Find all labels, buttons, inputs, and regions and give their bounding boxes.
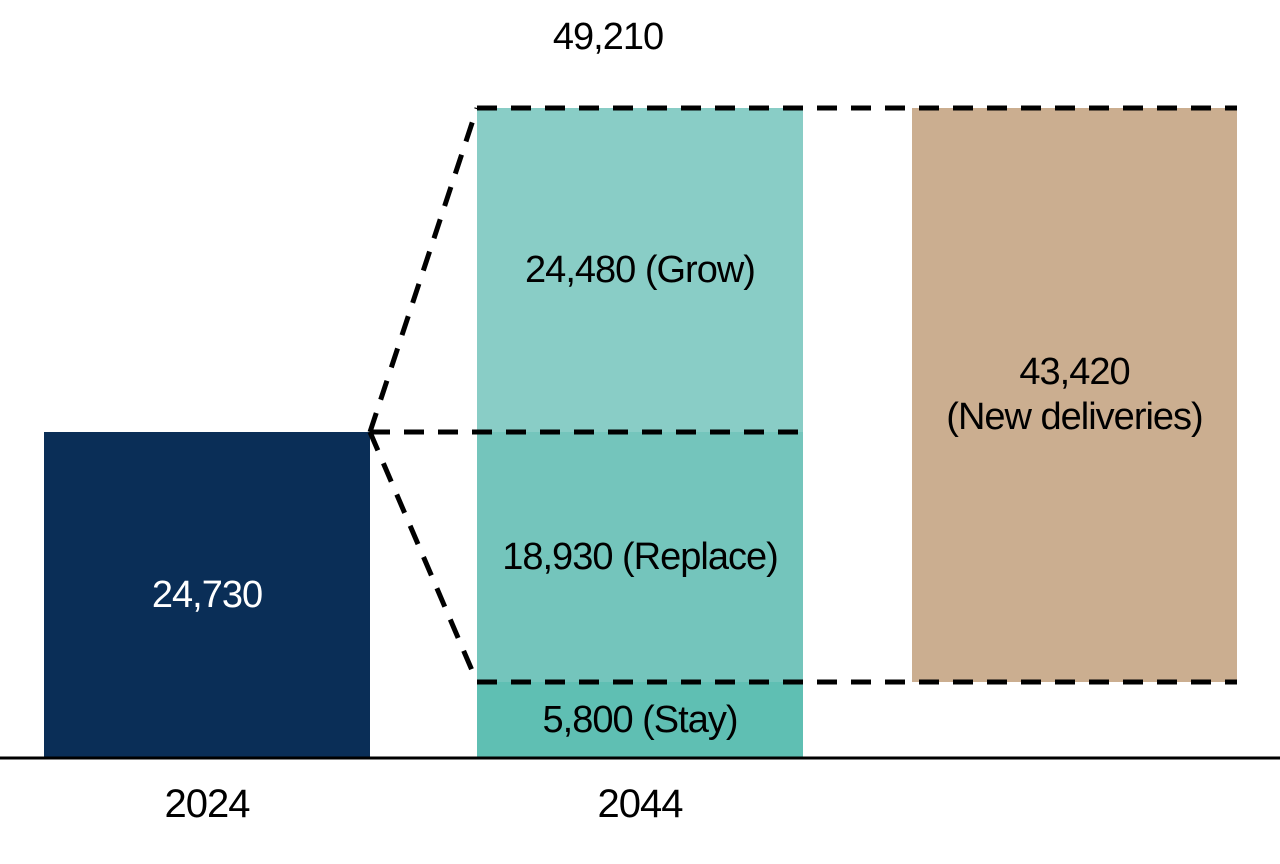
bar-2024-value-label: 24,730 <box>151 573 263 616</box>
connector-diagonal-up <box>367 107 480 433</box>
segment-replace: 18,930 (Replace) <box>477 432 803 682</box>
bar-new-deliveries: 43,420 (New deliveries) <box>912 108 1237 682</box>
new-deliveries-name-label: (New deliveries) <box>946 396 1203 438</box>
bar-2024-fleet: 24,730 <box>44 432 370 758</box>
segment-grow: 24,480 (Grow) <box>477 108 803 432</box>
segment-stay-label: 5,800 (Stay) <box>542 698 739 741</box>
x-axis-label-2044: 2044 <box>597 782 684 826</box>
segment-grow-label: 24,480 (Grow) <box>525 248 756 291</box>
segment-stay: 5,800 (Stay) <box>477 682 803 758</box>
x-axis-label-2024: 2024 <box>164 782 251 826</box>
connector-diagonal-down <box>367 431 480 683</box>
total-2044-label: 49,210 <box>552 16 664 58</box>
segment-replace-label: 18,930 (Replace) <box>502 535 779 578</box>
new-deliveries-value-label: 43,420 <box>1019 351 1130 394</box>
